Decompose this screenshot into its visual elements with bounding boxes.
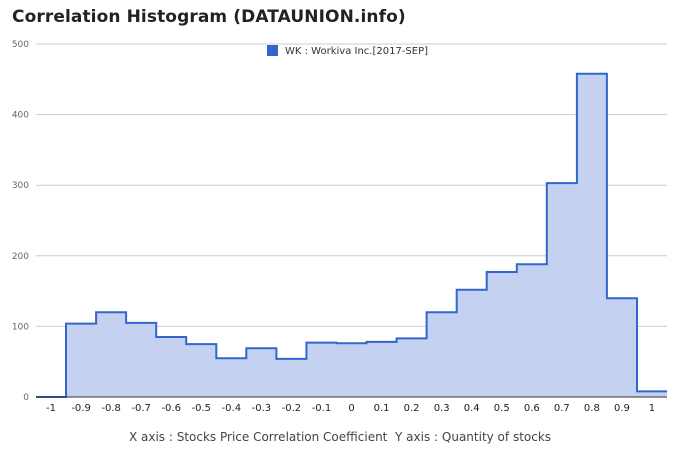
x-tick-label: -0.5 bbox=[192, 403, 212, 414]
legend-label: WK : Workiva Inc.[2017-SEP] bbox=[285, 46, 428, 57]
y-tick-label: 100 bbox=[12, 322, 29, 332]
x-tick-label: -0.8 bbox=[101, 403, 121, 414]
x-tick-label: -0.4 bbox=[222, 403, 242, 414]
x-tick-label: -0.7 bbox=[131, 403, 151, 414]
y-tick-label: 0 bbox=[23, 393, 29, 403]
x-tick-label: 0.1 bbox=[374, 403, 390, 414]
x-tick-label: -0.2 bbox=[282, 403, 302, 414]
x-axis-tick-labels: -1 -0.9 -0.8 -0.7 -0.6 -0.5 -0.4 -0.3 -0.2 -0.1 0 0… bbox=[46, 403, 655, 414]
x-tick-label: 0.7 bbox=[554, 403, 570, 414]
chart-title: Correlation Histogram (DATAUNION.info) bbox=[12, 7, 406, 27]
x-tick-label: 0 bbox=[348, 403, 354, 414]
x-axis-label: X axis : Stocks Price Correlation Coeffi… bbox=[128, 430, 388, 444]
y-axis-label: Y axis : Quantity of stocks bbox=[395, 430, 552, 444]
x-tick-label: 1 bbox=[649, 403, 655, 414]
histogram-area bbox=[36, 73, 667, 397]
histogram-line bbox=[36, 72, 667, 398]
y-tick-label: 300 bbox=[12, 181, 29, 191]
x-tick-label: 0.9 bbox=[614, 403, 630, 414]
x-tick-label: -0.3 bbox=[252, 403, 272, 414]
x-tick-label: 0.6 bbox=[524, 403, 540, 414]
x-tick-label: -1 bbox=[46, 403, 56, 414]
y-axis-tick-labels: 0 100 200 300 400 500 bbox=[12, 40, 29, 403]
x-tick-label: 0.8 bbox=[584, 403, 600, 414]
x-tick-label: -0.9 bbox=[71, 403, 91, 414]
legend[interactable]: WK : Workiva Inc.[2017-SEP] bbox=[267, 45, 428, 57]
legend-swatch bbox=[267, 45, 278, 56]
axis-caption: X axis : Stocks Price Correlation Coeffi… bbox=[0, 430, 680, 444]
y-tick-label: 500 bbox=[12, 40, 29, 50]
x-tick-label: 0.5 bbox=[494, 403, 510, 414]
y-tick-label: 200 bbox=[12, 252, 29, 262]
y-tick-label: 400 bbox=[12, 111, 29, 121]
x-tick-label: 0.2 bbox=[404, 403, 420, 414]
x-tick-label: 0.3 bbox=[434, 403, 450, 414]
x-tick-label: -0.1 bbox=[312, 403, 332, 414]
x-tick-label: -0.6 bbox=[161, 403, 181, 414]
x-tick-label: 0.4 bbox=[464, 403, 480, 414]
